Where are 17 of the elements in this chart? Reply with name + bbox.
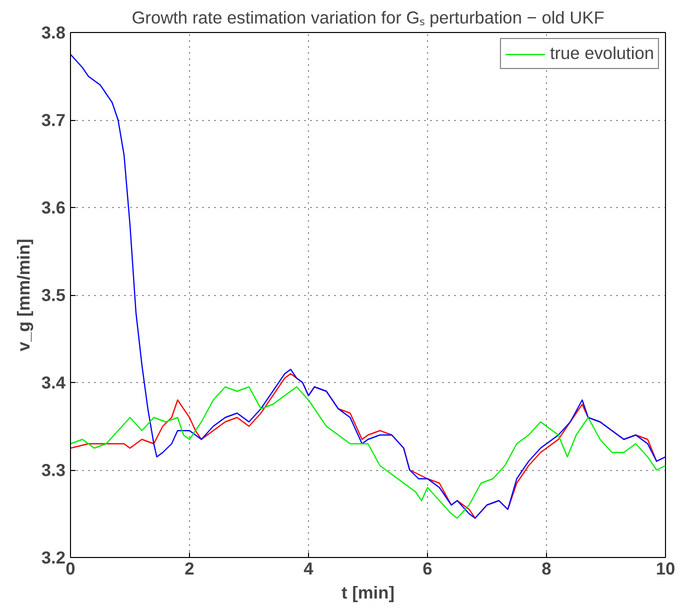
y-tick-label: 3.3: [41, 460, 66, 480]
x-tick-label: 0: [66, 558, 76, 578]
chart-title: Growth rate estimation variation for Gₛ perturbation − old UKF: [132, 8, 604, 28]
x-tick-label: 10: [656, 558, 676, 578]
y-tick-label: 3.7: [41, 110, 66, 130]
legend-label: true evolution: [550, 43, 654, 64]
x-tick-label: 8: [542, 558, 552, 578]
y-tick-label: 3.5: [41, 285, 66, 305]
x-tick-label: 6: [422, 558, 433, 578]
x-axis-title: t [min]: [342, 582, 394, 602]
y-tick-label: 3.8: [41, 22, 66, 42]
y-tick-label: 3.2: [41, 548, 66, 568]
y-tick-label: 3.6: [41, 198, 66, 218]
x-tick-label: 2: [184, 558, 194, 578]
y-tick-label: 3.4: [41, 372, 66, 392]
x-tick-label: 4: [304, 558, 314, 578]
y-axis-title: v_g [mm/min]: [13, 238, 34, 352]
